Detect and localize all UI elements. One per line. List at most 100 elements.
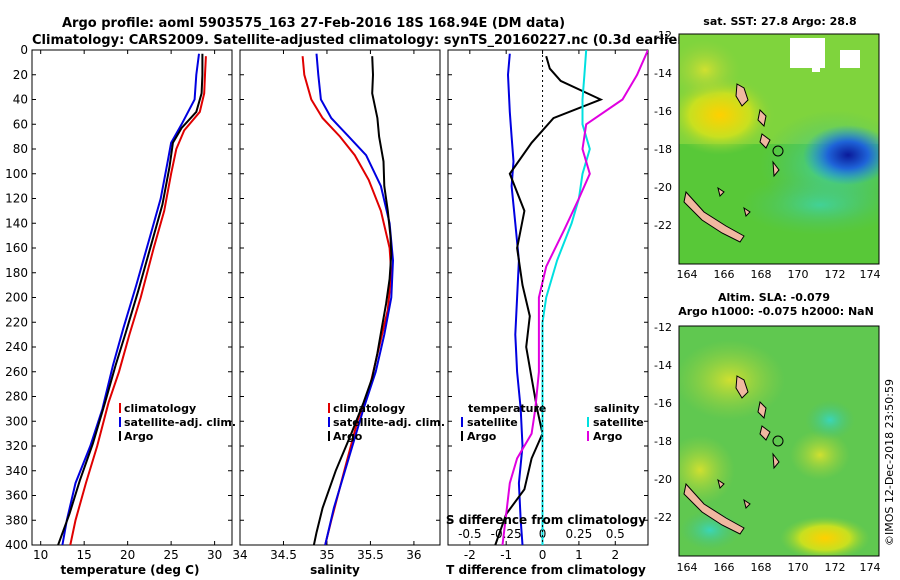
- series-line-temperature-satellite: [506, 53, 524, 545]
- sla-lon-label: 170: [788, 561, 809, 574]
- depth-tick-label: 0: [20, 43, 28, 57]
- sla-map-axes: -12 -14 -16 -18 -20 -22 164 166 168 170 …: [654, 321, 880, 574]
- depth-tick-label: 240: [5, 340, 28, 354]
- depth-tick-label: 60: [13, 117, 28, 131]
- s-difference-axis-label: S difference from climatology: [446, 513, 646, 527]
- sla-lon-label: 166: [714, 561, 735, 574]
- x2-tick-label: 0.5: [606, 527, 625, 541]
- depth-axis: 0 20 40 60 80 100 120 140 160 180 200 220 240 260 280 3…: [5, 43, 648, 552]
- legend-s-argo: Argo: [593, 430, 623, 443]
- sla-lat-label: -12: [654, 321, 672, 334]
- sst-lat-label: -20: [654, 181, 672, 194]
- legend-satellite: satellite-adj. clim.: [124, 416, 236, 429]
- temperature-legend: climatology satellite-adj. clim. Argo: [119, 402, 236, 443]
- vanuatu-island: [757, 108, 767, 128]
- title-line-1: Argo profile: aoml 5903575_163 27-Feb-20…: [62, 16, 565, 31]
- sla-map-frame: [678, 325, 880, 557]
- sla-high-patch: [679, 340, 785, 420]
- sst-map-axes: -12 -14 -16 -18 -20 -22 164 166 168 170 …: [654, 29, 880, 281]
- sst-lon-label: 172: [825, 268, 846, 281]
- depth-tick-label: 300: [5, 414, 28, 428]
- x-tick-label: 0: [539, 548, 547, 562]
- depth-tick-label: 80: [13, 142, 28, 156]
- sla-lat-label: -22: [654, 511, 672, 524]
- sst-map-frame: [678, 33, 880, 265]
- new-caledonia-island: [683, 482, 745, 535]
- argo-position-marker: [772, 145, 784, 157]
- legend-t-argo: Argo: [467, 430, 497, 443]
- loyalty-island: [717, 478, 725, 489]
- legend-s-satellite: satellite: [593, 416, 644, 429]
- series-line-argo: [312, 56, 393, 545]
- vanuatu-island: [772, 160, 780, 178]
- vanuatu-island: [735, 83, 749, 107]
- depth-tick-label: 400: [5, 538, 28, 552]
- depth-tick-label: 260: [5, 365, 28, 379]
- depth-tick-label: 180: [5, 266, 28, 280]
- x-tick-label: 2: [611, 548, 619, 562]
- x-tick-label: -1: [500, 548, 512, 562]
- series-line-temperature-argo: [494, 55, 604, 545]
- sst-lon-label: 166: [714, 268, 735, 281]
- sla-lon-label: 168: [751, 561, 772, 574]
- x2-tick-label: -0.25: [491, 527, 522, 541]
- vanuatu-island: [757, 400, 767, 420]
- sst-lat-label: -14: [654, 67, 672, 80]
- depth-tick-label: 360: [5, 489, 28, 503]
- series-line-salinity-argo: [501, 50, 648, 545]
- difference-lines: [494, 50, 648, 545]
- sla-lon-label: 174: [860, 561, 881, 574]
- temperature-x-axis: 10 15 20 25 30: [33, 50, 222, 562]
- vanuatu-island: [735, 375, 749, 399]
- credit-text: ©IMOS 12-Dec-2018 23:50:59: [883, 379, 896, 546]
- new-caledonia-island: [683, 190, 745, 243]
- legend-climatology: climatology: [333, 402, 405, 415]
- sst-lon-label: 164: [677, 268, 698, 281]
- sla-high-patch: [790, 430, 850, 480]
- sla-map-subtitle: Argo h1000: -0.075 h2000: NaN: [678, 305, 874, 318]
- sst-lon-label: 170: [788, 268, 809, 281]
- vanuatu-island: [759, 425, 771, 441]
- loyalty-island: [717, 186, 725, 197]
- sst-cloud-gap-3: [812, 62, 820, 72]
- depth-tick-label: 120: [5, 192, 28, 206]
- x-tick-label: 1: [575, 548, 583, 562]
- depth-tick-label: 20: [13, 68, 28, 82]
- series-line-satellite-adj-clim-: [315, 53, 395, 545]
- sst-map-title: sat. SST: 27.8 Argo: 28.8: [703, 15, 856, 28]
- depth-tick-label: 200: [5, 291, 28, 305]
- sst-lon-label: 168: [751, 268, 772, 281]
- depth-tick-label: 320: [5, 439, 28, 453]
- s-difference-x-axis: -0.5 -0.25 0 0.25 0.5: [458, 527, 625, 541]
- sst-lon-label: 174: [860, 268, 881, 281]
- x2-tick-label: 0.25: [566, 527, 593, 541]
- temperature-axis-label: temperature (deg C): [61, 563, 200, 577]
- legend-argo: Argo: [124, 430, 154, 443]
- depth-tick-label: 40: [13, 93, 28, 107]
- x-tick-label: 35: [319, 548, 334, 562]
- x-tick-label: 36: [406, 548, 421, 562]
- legend-satellite: satellite-adj. clim.: [333, 416, 445, 429]
- x-tick-label: 34: [232, 548, 247, 562]
- depth-tick-label: 380: [5, 513, 28, 527]
- argo-position-marker: [772, 435, 784, 447]
- salinity-legend: climatology satellite-adj. clim. Argo: [328, 402, 445, 443]
- x-tick-label: 10: [33, 548, 48, 562]
- series-line-climatology: [301, 56, 393, 545]
- sst-lat-label: -18: [654, 143, 672, 156]
- x-tick-label: 20: [120, 548, 135, 562]
- x-tick-label: -2: [464, 548, 476, 562]
- t-difference-x-axis: -2 -1 0 1 2: [464, 50, 619, 562]
- series-line-satellite-adj-clim-: [61, 53, 200, 545]
- sst-lat-label: -22: [654, 219, 672, 232]
- sla-low-patch: [805, 400, 855, 440]
- sst-map: [679, 34, 879, 264]
- series-line-argo: [57, 53, 204, 545]
- sla-map: [679, 326, 879, 556]
- salinity-plot-frame: [239, 49, 441, 546]
- title-line-2: Climatology: CARS2009. Satellite-adjuste…: [32, 33, 690, 48]
- t-difference-axis-label: T difference from climatology: [446, 563, 646, 577]
- salinity-lines: [301, 53, 395, 545]
- legend-temperature-title: temperature: [468, 402, 546, 415]
